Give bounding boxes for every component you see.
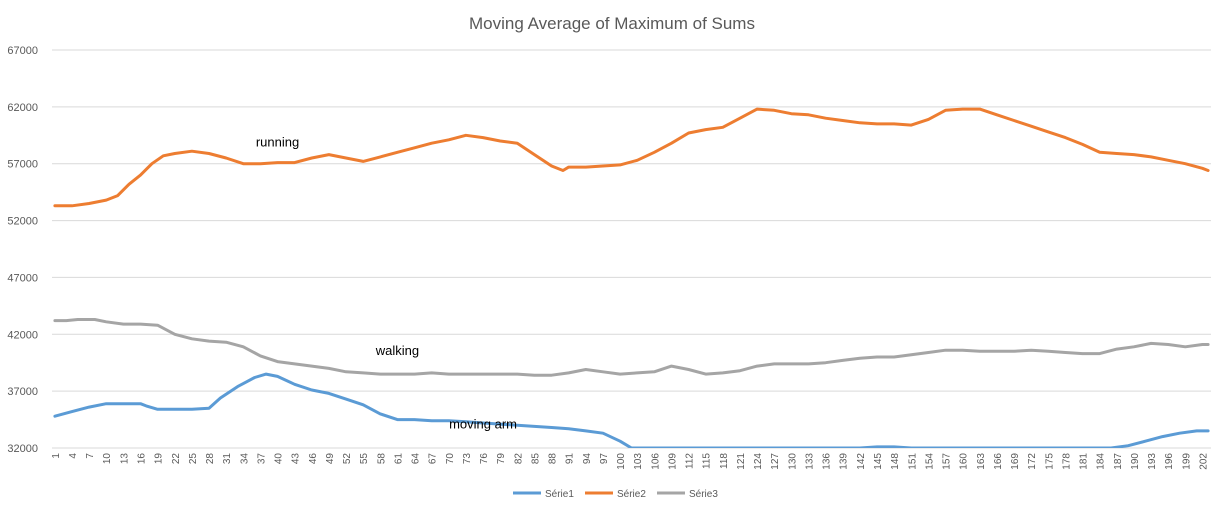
x-tick-label: 193 [1147, 453, 1158, 470]
x-tick-label: 181 [1079, 453, 1090, 470]
x-tick-label: 67 [428, 453, 439, 465]
x-tick-label: 94 [582, 453, 593, 465]
x-tick-label: 100 [616, 453, 627, 470]
legend-item: Série1 [513, 489, 574, 500]
x-tick-label: 187 [1113, 453, 1124, 470]
x-tick-label: 127 [770, 453, 781, 470]
x-tick-label: 55 [359, 453, 370, 465]
legend: Série1 Série2 Série3 [513, 489, 718, 500]
x-tick-label: 130 [787, 453, 798, 470]
legend-label: Série3 [689, 489, 718, 500]
x-tick-label: 118 [719, 453, 730, 469]
x-tick-label: 61 [393, 453, 404, 465]
x-tick-label: 145 [873, 453, 884, 470]
x-tick-label: 31 [222, 453, 233, 465]
x-tick-label: 103 [633, 453, 644, 470]
x-tick-label: 202 [1198, 453, 1209, 470]
x-tick-label: 199 [1181, 453, 1192, 470]
x-axis-tick-labels: 1 4 7 10 13 16 19 22 25 28 31 34 37 40 43 46 49 52 55 58 61 6… [51, 453, 1210, 470]
x-tick-label: 175 [1044, 453, 1055, 470]
x-tick-label: 70 [445, 453, 456, 465]
x-tick-label: 196 [1164, 453, 1175, 470]
x-tick-label: 34 [239, 453, 250, 465]
gridlines [52, 49, 1211, 449]
x-tick-label: 151 [907, 453, 918, 470]
x-tick-label: 88 [548, 453, 559, 465]
x-tick-label: 169 [1010, 453, 1021, 470]
x-tick-label: 79 [496, 453, 507, 465]
x-tick-label: 4 [68, 453, 79, 459]
x-tick-label: 157 [942, 453, 953, 470]
legend-item: Série3 [657, 489, 718, 500]
y-tick-label: 42000 [7, 329, 38, 341]
x-tick-label: 73 [462, 453, 473, 465]
x-tick-label: 154 [924, 453, 935, 470]
x-tick-label: 148 [890, 453, 901, 470]
y-axis-tick-labels: 32000 37000 42000 47000 52000 57000 62000 67000 [7, 45, 38, 455]
legend-label: Série1 [545, 489, 574, 500]
x-tick-label: 106 [650, 453, 661, 470]
y-tick-label: 67000 [7, 45, 38, 57]
x-tick-label: 124 [753, 453, 764, 470]
y-tick-label: 57000 [7, 159, 38, 171]
y-tick-label: 37000 [7, 386, 38, 398]
series-line-2 [53, 107, 1210, 208]
x-tick-label: 133 [804, 453, 815, 470]
y-tick-label: 47000 [7, 272, 38, 284]
series-line-3 [53, 318, 1210, 377]
x-tick-label: 10 [102, 453, 113, 465]
x-tick-label: 37 [256, 453, 267, 465]
x-tick-label: 85 [530, 453, 541, 465]
x-tick-label: 190 [1130, 453, 1141, 470]
x-tick-label: 19 [154, 453, 165, 465]
x-tick-label: 121 [736, 453, 747, 470]
y-tick-label: 52000 [7, 216, 38, 228]
x-tick-label: 136 [822, 453, 833, 470]
x-tick-label: 64 [411, 453, 422, 465]
x-tick-label: 16 [136, 453, 147, 465]
x-tick-label: 22 [171, 453, 182, 465]
annotation-label: running [256, 135, 299, 150]
x-tick-label: 142 [856, 453, 867, 470]
legend-item: Série2 [585, 489, 646, 500]
chart-title: Moving Average of Maximum of Sums [469, 14, 755, 33]
annotation-label: moving arm [449, 417, 517, 432]
x-tick-label: 166 [993, 453, 1004, 470]
x-tick-label: 97 [599, 453, 610, 465]
x-tick-label: 82 [513, 453, 524, 465]
x-tick-label: 109 [667, 453, 678, 470]
x-tick-label: 25 [188, 453, 199, 465]
x-tick-label: 40 [274, 453, 285, 465]
series-line-1 [53, 372, 1210, 448]
x-tick-label: 139 [839, 453, 850, 470]
x-tick-label: 1 [51, 453, 62, 459]
y-tick-label: 62000 [7, 102, 38, 114]
x-tick-label: 172 [1027, 453, 1038, 470]
x-tick-label: 91 [565, 453, 576, 465]
x-tick-label: 178 [1061, 453, 1072, 470]
annotation-label: walking [375, 343, 419, 358]
x-tick-label: 160 [959, 453, 970, 470]
x-tick-label: 49 [325, 453, 336, 465]
x-tick-label: 7 [85, 453, 96, 459]
x-tick-label: 28 [205, 453, 216, 465]
x-tick-label: 58 [376, 453, 387, 465]
annotations: running walking moving arm [256, 135, 517, 432]
x-tick-label: 115 [702, 453, 713, 469]
series-lines [53, 107, 1210, 448]
x-tick-label: 52 [342, 453, 353, 465]
x-tick-label: 46 [308, 453, 319, 465]
x-tick-label: 13 [119, 453, 130, 465]
x-tick-label: 163 [976, 453, 987, 470]
x-tick-label: 43 [291, 453, 302, 465]
x-tick-label: 112 [685, 453, 696, 469]
x-tick-label: 184 [1096, 453, 1107, 470]
legend-label: Série2 [617, 489, 646, 500]
y-tick-label: 32000 [7, 443, 38, 455]
x-tick-label: 76 [479, 453, 490, 465]
